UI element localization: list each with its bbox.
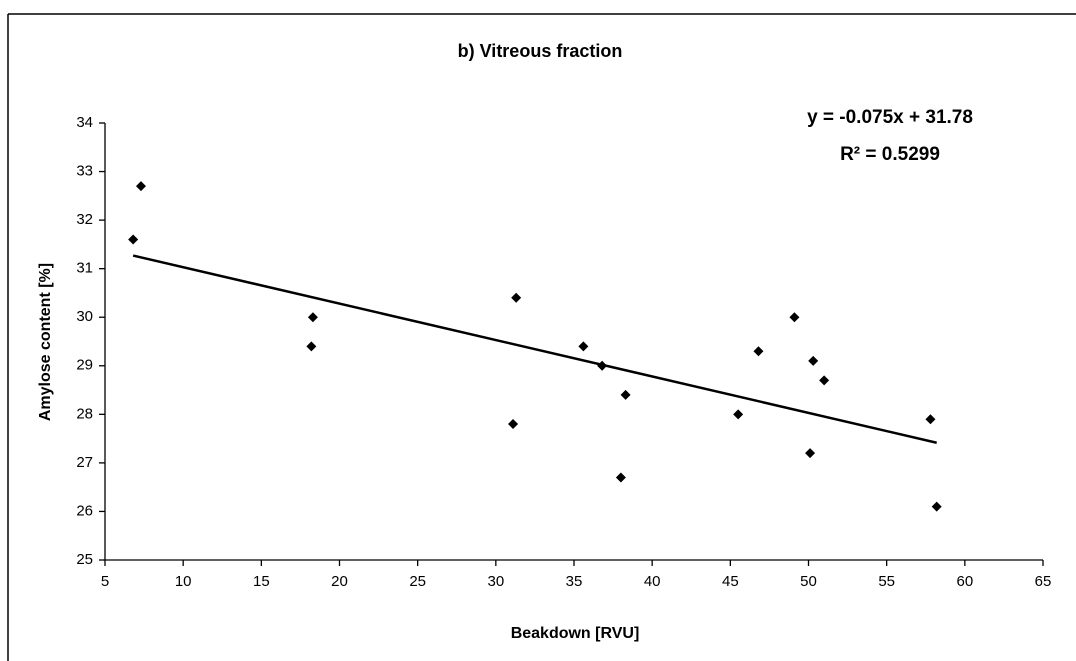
data-point xyxy=(511,292,522,303)
x-tick-label: 60 xyxy=(956,573,973,590)
trendline xyxy=(132,254,937,444)
data-point xyxy=(306,341,317,352)
x-tick-label: 30 xyxy=(487,573,504,590)
y-tick-label: 25 xyxy=(76,551,93,568)
x-tick-label: 10 xyxy=(175,573,192,590)
data-point xyxy=(819,375,830,386)
x-tick-label: 20 xyxy=(331,573,348,590)
data-point xyxy=(789,312,800,323)
equation: y = -0.075x + 31.78 xyxy=(807,107,973,128)
x-tick-label: 5 xyxy=(101,573,109,590)
data-point xyxy=(508,419,519,430)
x-tick-label: 45 xyxy=(722,573,739,590)
x-tick-label: 35 xyxy=(566,573,583,590)
y-tick-label: 31 xyxy=(76,260,93,277)
data-point xyxy=(578,341,589,352)
x-tick-label: 25 xyxy=(409,573,426,590)
x-tick-label: 40 xyxy=(644,573,661,590)
r-squared: R² = 0.5299 xyxy=(840,144,940,165)
y-tick-label: 28 xyxy=(76,405,93,422)
x-tick-label: 15 xyxy=(253,573,270,590)
data-point xyxy=(753,346,764,357)
y-tick-label: 30 xyxy=(76,308,93,325)
x-tick-label: 65 xyxy=(1035,573,1052,590)
y-tick-label: 32 xyxy=(76,211,93,228)
y-tick-label: 29 xyxy=(76,357,93,374)
data-point xyxy=(615,472,626,483)
data-point xyxy=(808,355,819,366)
y-axis-label: Amylose content [%] xyxy=(37,263,54,421)
data-point xyxy=(925,414,936,425)
data-point xyxy=(135,181,146,192)
x-axis-label: Beakdown [RVU] xyxy=(511,625,640,642)
data-point xyxy=(307,312,318,323)
y-tick-label: 26 xyxy=(76,502,93,519)
x-tick-label: 55 xyxy=(878,573,895,590)
chart-title: b) Vitreous fraction xyxy=(458,41,623,61)
data-point xyxy=(620,389,631,400)
x-tick-label: 50 xyxy=(800,573,817,590)
data-point xyxy=(805,448,816,459)
y-tick-label: 34 xyxy=(76,114,93,131)
data-point xyxy=(597,360,608,371)
data-point xyxy=(128,234,139,245)
y-tick-label: 27 xyxy=(76,454,93,471)
data-point xyxy=(733,409,744,420)
data-point xyxy=(931,501,942,512)
y-tick-label: 33 xyxy=(76,163,93,180)
